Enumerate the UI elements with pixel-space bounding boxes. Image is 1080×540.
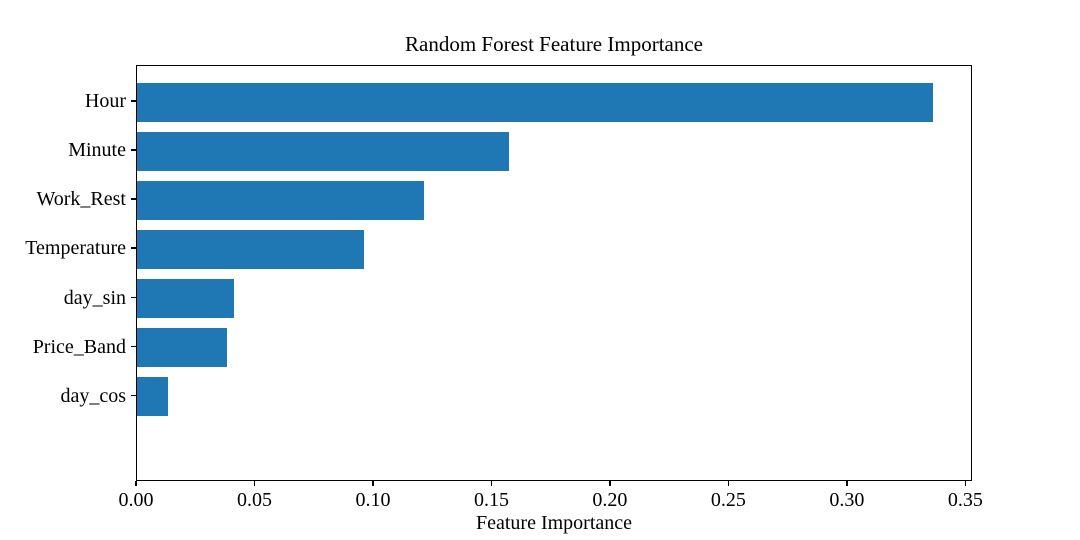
xtick-mark (964, 481, 967, 486)
xtick-mark (609, 481, 611, 486)
xtick-mark (846, 481, 848, 486)
ytick-mark (131, 345, 136, 348)
ytick-mark (131, 296, 136, 299)
ytick-label-Temperature: Temperature (25, 237, 126, 260)
xtick-mark (490, 481, 493, 486)
ytick-label-Hour: Hour (84, 90, 126, 113)
ytick-mark (131, 394, 136, 397)
xtick-mark (253, 481, 256, 486)
bar-Minute (137, 131, 510, 171)
xtick-mark (135, 481, 137, 486)
ytick-mark (131, 247, 136, 249)
x-axis-label: Feature Importance (475, 512, 633, 534)
xtick-label-0.05: 0.05 (236, 489, 272, 511)
ytick-label-Price_Band: Price_Band (32, 335, 126, 358)
bar-Hour (137, 82, 934, 122)
xtick-label-0.00: 0.00 (118, 489, 154, 511)
bar-Temperature (137, 229, 365, 270)
bar-Price_Band (137, 327, 228, 368)
ytick-mark (131, 198, 136, 200)
xtick-label-0.35: 0.35 (947, 489, 983, 511)
xtick-label-0.10: 0.10 (355, 489, 391, 511)
xtick-label-0.20: 0.20 (592, 489, 628, 511)
ytick-label-day_sin: day_sin (63, 286, 126, 309)
xtick-label-0.30: 0.30 (829, 489, 865, 511)
xtick-label-0.15: 0.15 (473, 489, 509, 511)
ytick-label-day_cos: day_cos (60, 384, 126, 407)
ytick-label-Minute: Minute (68, 139, 126, 162)
bar-Work_Rest (137, 180, 424, 221)
xtick-label-0.25: 0.25 (710, 489, 746, 511)
xtick-mark (727, 481, 730, 486)
xtick-mark (372, 481, 374, 486)
plot-area (136, 65, 972, 481)
ytick-label-Work_Rest: Work_Rest (36, 188, 127, 211)
bar-day_sin (137, 278, 235, 319)
ytick-mark (131, 149, 136, 151)
bar-day_cos (137, 377, 168, 417)
chart-title: Random Forest Feature Importance (405, 32, 703, 56)
ytick-mark (131, 100, 136, 102)
